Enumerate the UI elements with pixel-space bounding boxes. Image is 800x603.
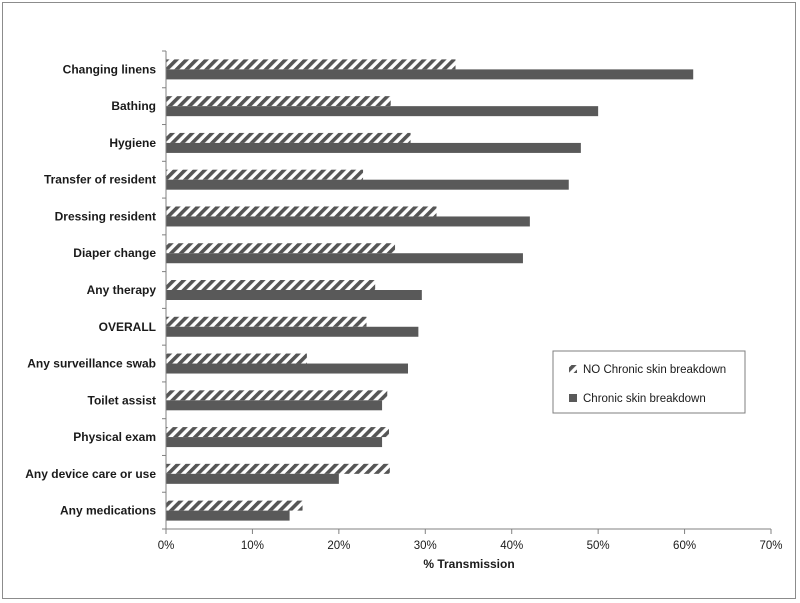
category-label-hygiene: Hygiene: [109, 136, 156, 150]
category-label-diaper-change: Diaper change: [73, 246, 156, 260]
x-tick-label-7: 70%: [759, 540, 782, 552]
bar-chronic-changing-linens: [166, 69, 694, 80]
bar-chronic-overall: [166, 326, 419, 337]
bar-chronic-any-surveillance-swab: [166, 363, 408, 374]
bar-no-chronic-overall: [166, 316, 367, 327]
category-label-any-surveillance-swab: Any surveillance swab: [27, 357, 156, 371]
bar-no-chronic-diaper-change: [166, 243, 396, 254]
category-label-dressing-resident: Dressing resident: [55, 209, 156, 223]
bar-no-chronic-any-therapy: [166, 280, 376, 290]
bar-chronic-toilet-assist: [166, 400, 383, 411]
bar-chronic-hygiene: [166, 142, 581, 153]
legend-label-chronic: Chronic skin breakdown: [583, 393, 706, 405]
bar-no-chronic-toilet-assist: [166, 390, 388, 401]
legend-box: [552, 350, 746, 414]
bar-no-chronic-any-medications: [166, 500, 303, 511]
category-label-any-medications: Any medications: [60, 504, 156, 518]
bar-no-chronic-physical-exam: [166, 427, 389, 438]
bar-chronic-any-device-care-or-use: [166, 473, 339, 484]
legend: NO Chronic skin breakdown Chronic skin b…: [552, 350, 746, 414]
legend-label-no-chronic: NO Chronic skin breakdown: [583, 364, 726, 376]
bar-chronic-bathing: [166, 106, 599, 117]
bar-chart: Changing linens Bathing Hygiene Transfer of…: [25, 50, 783, 571]
legend-swatch-chronic: [569, 394, 577, 402]
bar-no-chronic-bathing: [166, 96, 391, 107]
legend-swatch-no-chronic: [569, 365, 577, 373]
category-label-toilet-assist: Toilet assist: [88, 393, 156, 407]
x-tick-label-6: 60%: [673, 540, 696, 552]
bar-no-chronic-any-surveillance-swab: [166, 353, 307, 364]
x-axis-title: % Transmission: [423, 557, 514, 571]
bar-chronic-transfer-of-resident: [166, 179, 569, 190]
x-tick-label-2: 20%: [327, 540, 350, 552]
x-tick-label-1: 10%: [241, 540, 264, 552]
bar-chronic-dressing-resident: [166, 216, 530, 227]
x-tick-label-4: 40%: [500, 540, 523, 552]
category-label-any-therapy: Any therapy: [87, 283, 157, 297]
bar-no-chronic-transfer-of-resident: [166, 169, 364, 180]
bar-chronic-physical-exam: [166, 437, 383, 448]
category-label-changing-linens: Changing linens: [63, 62, 157, 76]
category-label-overall: OVERALL: [99, 320, 156, 334]
x-tick-label-0: 0%: [158, 540, 175, 552]
bar-no-chronic-dressing-resident: [166, 206, 437, 217]
bar-no-chronic-changing-linens: [166, 59, 456, 70]
category-label-physical-exam: Physical exam: [73, 430, 156, 444]
bar-chronic-any-medications: [166, 510, 290, 521]
category-label-transfer-of-resident: Transfer of resident: [44, 173, 156, 187]
category-label-bathing: Bathing: [111, 99, 156, 113]
bar-chronic-diaper-change: [166, 253, 523, 264]
x-tick-label-5: 50%: [587, 540, 610, 552]
bar-no-chronic-hygiene: [166, 132, 411, 143]
bar-no-chronic-any-device-care-or-use: [166, 463, 390, 474]
category-label-any-device-care-or-use: Any device care or use: [25, 467, 156, 481]
bar-chronic-any-therapy: [166, 290, 422, 300]
x-tick-label-3: 30%: [414, 540, 437, 552]
